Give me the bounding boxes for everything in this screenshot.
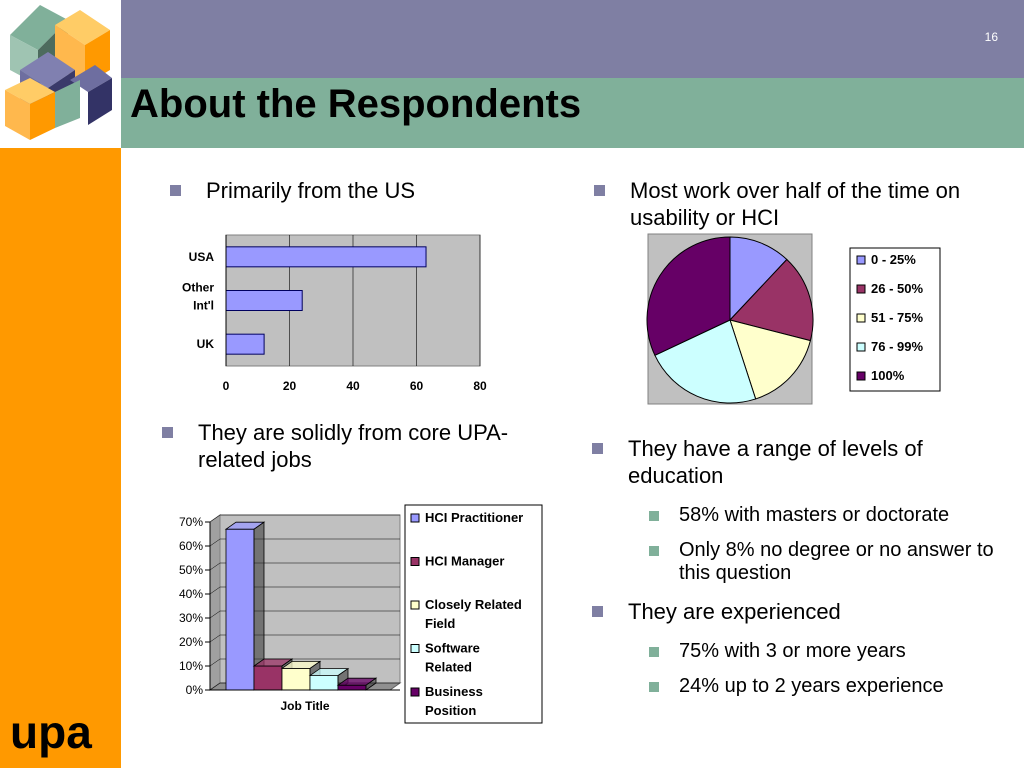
category-label: Other Int'l — [182, 281, 214, 313]
cubes-logo-icon — [5, 5, 112, 140]
legend-swatch — [410, 513, 420, 523]
legend-swatch — [856, 313, 866, 323]
x-tick-label: 40 — [346, 379, 360, 393]
job-title-column-chart: 0% 10% 20% 30% 40% 50% 60% 70% Job Title HCI Prac… — [179, 504, 543, 724]
bullet-education: They have a range of levels of education — [592, 435, 1002, 489]
sub-bullet-experience-2: 24% up to 2 years experience — [649, 675, 1019, 698]
header-band — [121, 0, 1024, 78]
y-tick-label: 70% — [179, 515, 203, 529]
x-tick-label: 60 — [410, 379, 424, 393]
slide-title: About the Respondents — [130, 82, 582, 126]
legend-label: 100% — [871, 368, 905, 383]
logo-area — [0, 0, 121, 148]
sub-bullet-education-1: 58% with masters or doctorate — [649, 504, 1019, 527]
x-tick-label: 0 — [223, 379, 230, 393]
bar — [225, 246, 427, 268]
grid-line — [209, 586, 221, 595]
legend-label: 0 - 25% — [871, 252, 916, 267]
legend-label: Closely Related Field — [425, 597, 522, 631]
sub-bullet-square-icon — [649, 546, 659, 556]
sub-bullet-square-icon — [649, 511, 659, 521]
sub-bullet-square-icon — [649, 647, 659, 657]
upa-logo-text: upa — [10, 706, 92, 758]
legend-swatch — [856, 371, 866, 381]
column — [336, 677, 378, 691]
column-side — [365, 677, 377, 691]
pie-slice — [646, 236, 731, 357]
grid-line — [209, 562, 221, 571]
bullet-jobs: They are solidly from core UPA-related j… — [162, 419, 542, 473]
grid-line — [209, 538, 221, 547]
x-axis-title: Job Title — [280, 699, 329, 713]
side-wall — [209, 514, 221, 691]
legend-label: 26 - 50% — [871, 281, 923, 296]
column — [224, 521, 266, 691]
category-label: UK — [197, 337, 215, 351]
x-tick-label: 20 — [283, 379, 297, 393]
bullet-square-icon — [592, 443, 603, 454]
legend-swatch — [410, 644, 420, 653]
grid-line — [209, 634, 221, 643]
grid-line — [209, 610, 221, 619]
column-front — [225, 528, 255, 691]
pie-slice — [654, 319, 757, 404]
legend-swatch — [856, 255, 866, 265]
country-bar-chart: 0 20 40 60 80 USA Other Int'l UK — [182, 234, 487, 393]
grid-line — [209, 514, 221, 523]
legend-swatch — [410, 600, 420, 610]
bullet-usability: Most work over half of the time on usabi… — [594, 177, 1004, 231]
legend-label: Business Position — [425, 684, 483, 718]
legend-label: 51 - 75% — [871, 310, 923, 325]
y-tick-label: 50% — [179, 563, 203, 577]
y-tick-label: 40% — [179, 587, 203, 601]
sub-bullet-education-2: Only 8% no degree or no answer to this q… — [649, 539, 1019, 585]
x-tick-label: 80 — [473, 379, 487, 393]
grid-line — [209, 682, 221, 691]
y-tick-label: 10% — [179, 659, 203, 673]
legend-label: Software Related — [425, 641, 480, 675]
pie-slice — [729, 236, 788, 322]
bullet-square-icon — [594, 185, 605, 196]
bullet-us: Primarily from the US — [170, 177, 570, 204]
column-front — [253, 665, 283, 691]
bullet-experienced: They are experienced — [592, 598, 1002, 625]
y-tick-label: 0% — [186, 683, 204, 697]
legend-swatch — [856, 342, 866, 352]
legend-box — [404, 504, 543, 724]
bullet-square-icon — [592, 606, 603, 617]
time-on-usability-pie-chart: 0 - 25% 26 - 50% 51 - 75% 76 - 99% 100% — [646, 233, 941, 405]
slide-number: 16 — [984, 30, 998, 44]
pie-slice — [729, 258, 814, 342]
category-label: USA — [189, 250, 215, 264]
column-front — [309, 675, 339, 691]
legend-swatch — [856, 284, 866, 294]
legend-swatch — [410, 687, 420, 697]
bar — [225, 290, 303, 311]
bullet-square-icon — [162, 427, 173, 438]
legend-label: HCI Practitioner — [425, 510, 523, 525]
legend-swatch — [410, 557, 420, 566]
title-band — [121, 78, 1024, 148]
y-tick-label: 60% — [179, 539, 203, 553]
y-tick-label: 20% — [179, 635, 203, 649]
column-front — [337, 684, 367, 691]
legend-label: HCI Manager — [425, 554, 504, 569]
pie-slice — [729, 319, 812, 400]
y-tick-label: 30% — [179, 611, 203, 625]
bar — [225, 333, 265, 355]
grid-line — [209, 658, 221, 667]
column-front — [281, 667, 311, 691]
legend-label: 76 - 99% — [871, 339, 923, 354]
bullet-square-icon — [170, 185, 181, 196]
sub-bullet-square-icon — [649, 682, 659, 692]
sub-bullet-experience-1: 75% with 3 or more years — [649, 640, 1019, 663]
